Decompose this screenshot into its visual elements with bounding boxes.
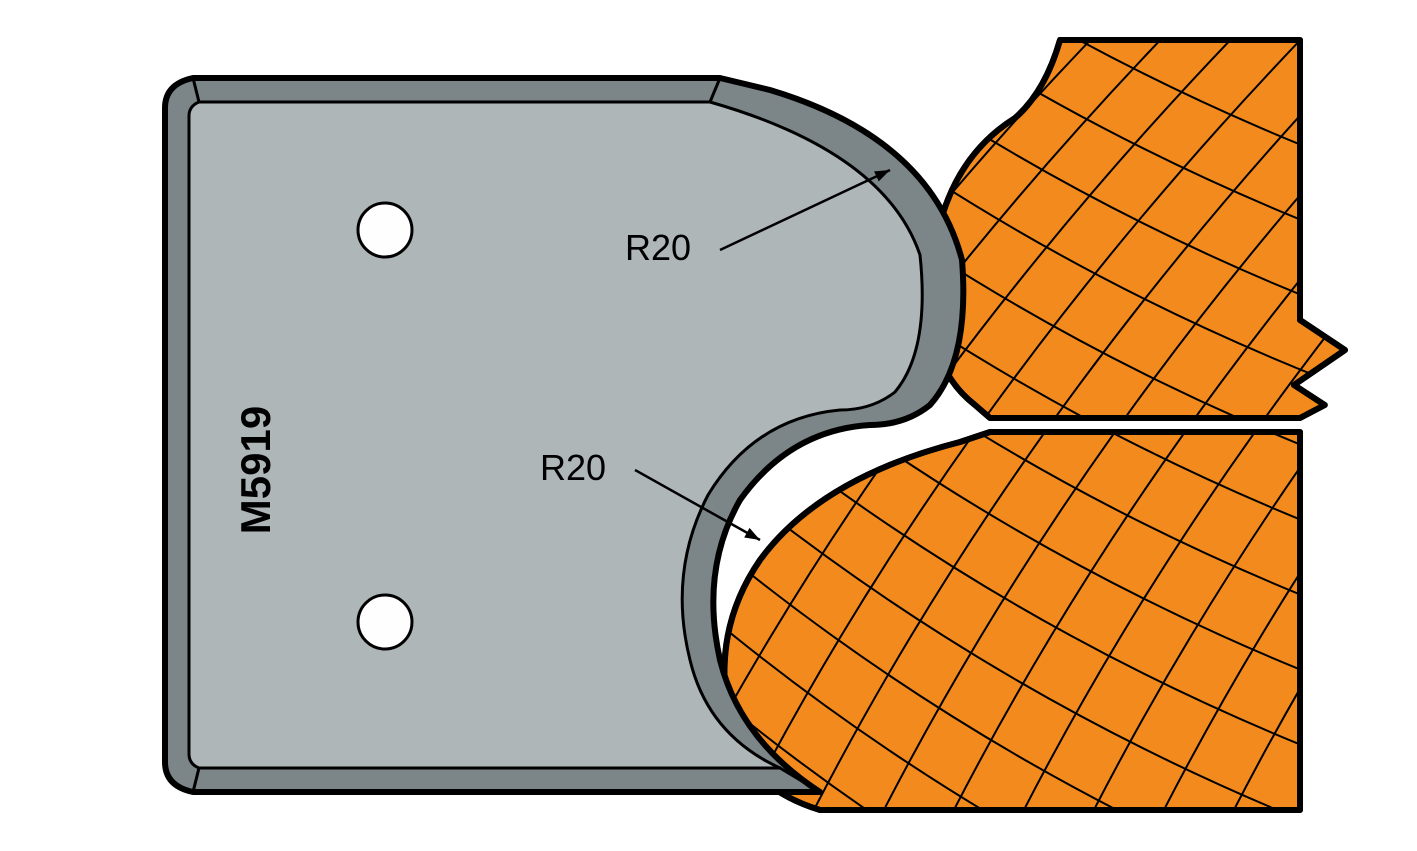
radius-bottom-label: R20 [540, 447, 606, 488]
mounting-hole-2 [358, 595, 412, 649]
part-number-label: M5919 [232, 406, 279, 534]
mounting-hole-1 [358, 203, 412, 257]
diagram-root: M5919 R20 R20 [0, 0, 1417, 851]
radius-top-label: R20 [625, 227, 691, 268]
radius-bottom-arrow [744, 528, 760, 540]
